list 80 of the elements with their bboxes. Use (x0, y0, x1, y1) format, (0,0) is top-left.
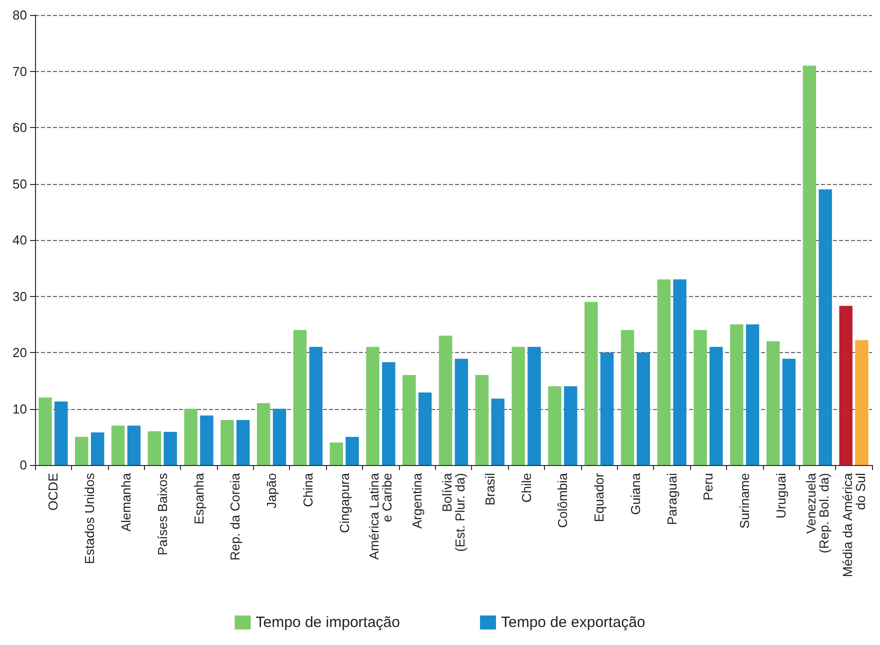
bar (220, 420, 234, 465)
y-tick-label: 30 (12, 288, 27, 304)
bar (346, 436, 359, 465)
y-tick-label: 70 (12, 64, 27, 79)
bar (491, 398, 504, 465)
y-tick-label: 0 (20, 458, 27, 472)
bar (802, 66, 816, 465)
x-tick-label: Peru (700, 473, 716, 500)
x-tick-label: Paraguai (664, 472, 680, 526)
x-tick-label: Venezuela (Rep. Bol. da) (803, 472, 832, 554)
bar (694, 330, 707, 465)
x-tick-label: Alemanha (118, 472, 134, 532)
x-tick-label: Bolívia (Est. Plur. da) (440, 472, 468, 552)
x-tick-label: Uruguai (774, 472, 789, 519)
x-tick-label: OCDE (46, 472, 61, 511)
bar (512, 346, 525, 465)
bar (454, 358, 468, 465)
bar (730, 324, 744, 465)
x-tick-label: Chile (518, 473, 534, 503)
bar (766, 341, 780, 465)
x-tick-label: Países Baixos (154, 472, 170, 556)
bar (673, 279, 686, 465)
x-tick-label: Argentina (410, 472, 425, 529)
bar (402, 375, 416, 465)
bar (620, 330, 634, 465)
bar (184, 408, 198, 465)
bar (272, 408, 286, 465)
bar (293, 330, 307, 465)
bar (548, 386, 562, 465)
y-tick-label: 40 (12, 232, 27, 248)
bar (528, 346, 541, 465)
bar (127, 426, 141, 465)
bar (418, 392, 432, 465)
y-tick-label: 60 (12, 120, 27, 135)
bar (111, 426, 125, 465)
bar (330, 442, 344, 465)
x-tick-label: China (300, 472, 316, 507)
bar (657, 279, 671, 465)
bar (475, 375, 489, 465)
bar (164, 432, 177, 465)
x-tick-label: América Latina e Caribe (366, 472, 395, 560)
y-tick-label: 50 (12, 176, 27, 192)
bar (54, 401, 68, 465)
y-tick-label: 10 (12, 401, 27, 416)
bar (782, 358, 796, 465)
y-tick-label: 80 (12, 8, 27, 22)
x-tick-label: Rep. da Coreia (228, 472, 243, 560)
bar (746, 324, 760, 465)
y-tick-label: 20 (12, 345, 27, 360)
x-tick-label: Japão (264, 473, 280, 508)
x-tick-label: Suriname (737, 473, 752, 529)
x-tick-label: Estados Unidos (82, 472, 98, 564)
legend-label: Tempo de exportação (500, 614, 646, 631)
bar (564, 386, 578, 465)
x-tick-label: Colômbia (555, 472, 570, 528)
x-tick-label: Espanha (191, 472, 206, 524)
x-tick-label: Cingapura (336, 472, 352, 533)
legend-label: Tempo de importação (256, 614, 400, 631)
bar (148, 431, 162, 465)
bar (75, 436, 88, 465)
bar (256, 403, 270, 465)
bar (818, 189, 832, 465)
bar (382, 362, 396, 465)
bar (600, 352, 614, 465)
bar (855, 340, 868, 465)
bar (710, 346, 723, 465)
bar (236, 420, 250, 465)
x-tick-label: Brasil (482, 472, 498, 506)
bar (200, 416, 214, 465)
x-tick-label: Guiana (628, 472, 643, 515)
x-tick-label: Equador (592, 472, 607, 522)
bar (636, 352, 650, 465)
bar (309, 346, 322, 465)
bar (839, 306, 852, 465)
bar (438, 336, 452, 465)
bar (366, 346, 380, 465)
x-tick-label: Média da América do Sul (840, 472, 868, 578)
bar (38, 398, 52, 465)
bar (90, 432, 104, 465)
bar (584, 302, 598, 465)
